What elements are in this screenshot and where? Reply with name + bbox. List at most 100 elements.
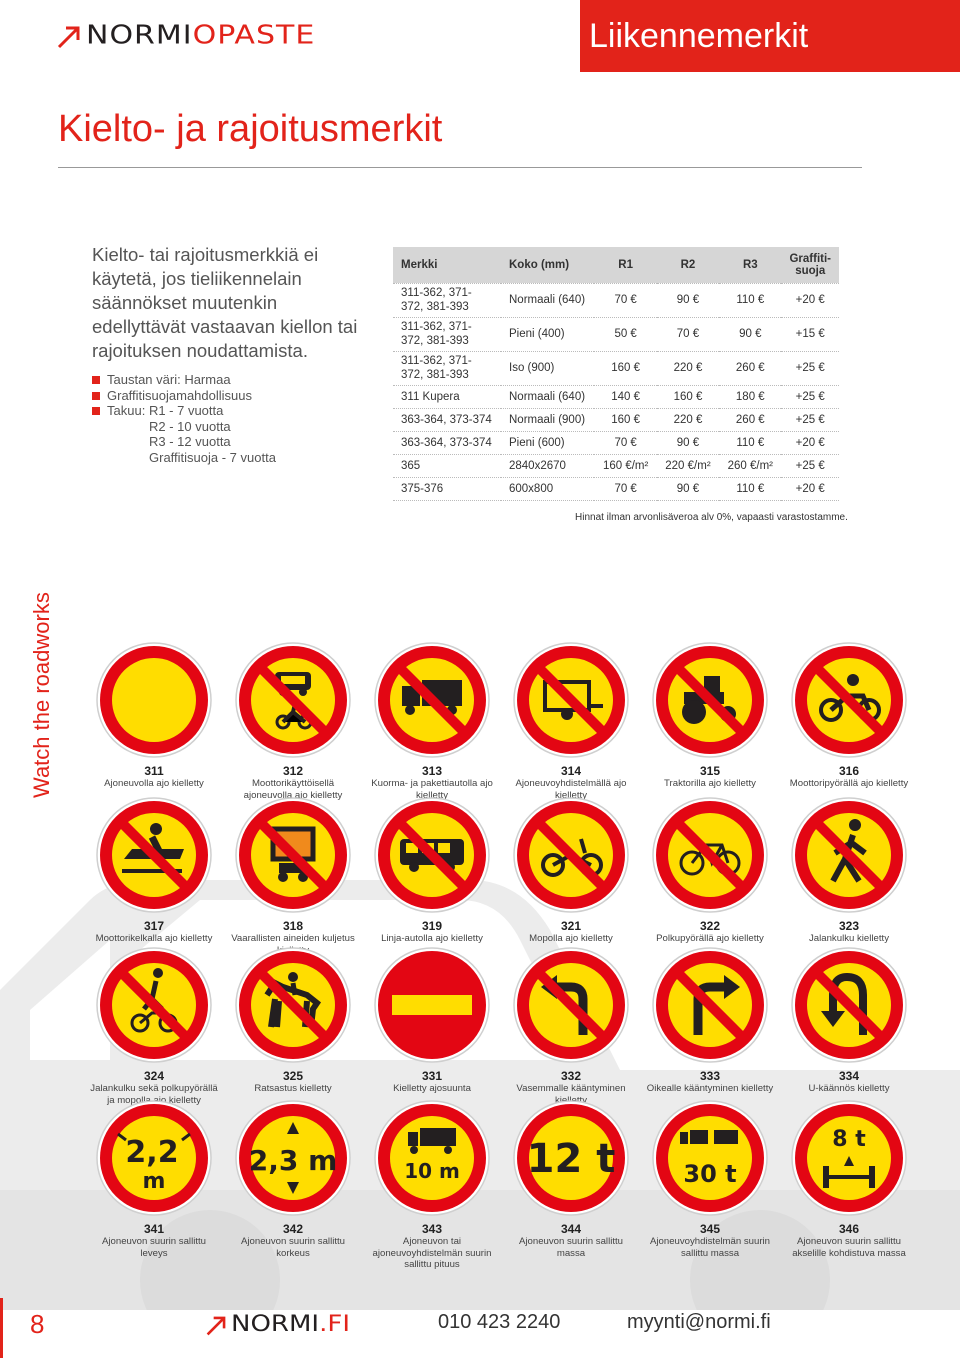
sign-description: Ratsastus kielletty xyxy=(254,1083,332,1094)
sign-card-322: 322 Polkupyörällä ajo kielletty xyxy=(640,795,780,945)
sign-description: Ajoneuvon suurin sallittu leveys xyxy=(102,1236,206,1259)
table-cell: 160 €/m² xyxy=(594,453,657,478)
logo-word-dark: NORMI xyxy=(231,1311,320,1337)
table-header-row: Merkki Koko (mm) R1 R2 R3 Graffiti-suoja xyxy=(393,247,839,283)
svg-text:2,3 m: 2,3 m xyxy=(249,1144,338,1177)
sign-card-332: 332 Vasemmalle kääntyminen kielletty xyxy=(501,945,641,1106)
no-entry-icon xyxy=(374,947,490,1063)
section-label: Liikennemerkit xyxy=(580,0,960,72)
tractor-icon xyxy=(652,642,768,758)
email-link[interactable]: myynti@normi.fi xyxy=(627,1311,771,1333)
sign-card-314: 314 Ajoneuvoyhdistelmällä ajo kielletty xyxy=(501,640,641,801)
table-cell: 600x800 xyxy=(501,476,595,501)
sign-card-343: 10 m 343 Ajoneuvon tai ajoneuvoyhdistelmän… xyxy=(362,1098,502,1271)
axle-mass-limit-icon: 8 t xyxy=(791,1100,907,1216)
sign-description: U-käännös kielletty xyxy=(808,1083,890,1094)
sign-description: Kielletty ajosuunta xyxy=(393,1083,471,1094)
price-note: Hinnat ilman arvonlisäveroa alv 0%, vapa… xyxy=(575,512,848,523)
sign-description: Moottorikelkalla ajo kielletty xyxy=(95,933,213,944)
logo-arrow-icon xyxy=(206,1316,226,1336)
table-row: 363-364, 373-374 Pieni (600) 70 €90 €110 €… xyxy=(393,430,839,455)
sign-card-313: 313 Kuorma- ja pakettiautolla ajo kiellet… xyxy=(362,640,502,801)
table-cell: 220 € xyxy=(656,407,720,432)
title-divider xyxy=(58,167,862,168)
sign-description: Jalankulku kielletty xyxy=(809,933,889,944)
sign-card-312: 312 Moottorikäyttöisellä ajoneuvolla ajo … xyxy=(223,640,363,801)
table-cell: 90 € xyxy=(656,430,720,455)
table-cell: 90 € xyxy=(719,316,782,352)
sign-description: Ajoneuvon suurin sallittu korkeus xyxy=(241,1236,345,1259)
bullet-square-icon xyxy=(92,376,100,384)
svg-text:12 t: 12 t xyxy=(527,1136,616,1182)
sign-description: Mopolla ajo kielletty xyxy=(529,933,613,944)
svg-text:30 t: 30 t xyxy=(683,1160,736,1188)
table-cell: 311-362, 371-372, 381-393 xyxy=(393,350,501,386)
table-cell: +20 € xyxy=(781,476,839,501)
no-vehicles-icon xyxy=(96,642,212,758)
sign-number: 321 xyxy=(560,919,582,933)
normiopaste-logo[interactable]: NORMI OPASTE xyxy=(56,18,315,52)
pedestrian-bicycle-icon xyxy=(96,947,212,1063)
list-item: R3 - 12 vuotta xyxy=(149,434,231,449)
table-cell: Normaali (640) xyxy=(501,282,595,318)
table-cell: +25 € xyxy=(781,407,839,432)
sign-description: Vasemmalle kääntyminen kielletty xyxy=(516,1083,626,1106)
truck-icon xyxy=(374,642,490,758)
svg-text:8 t: 8 t xyxy=(832,1127,866,1152)
logo-arrow-icon xyxy=(57,26,80,49)
sign-number: 312 xyxy=(282,764,304,778)
page-number: 8 xyxy=(30,1309,45,1339)
sign-description: Ajoneuvoyhdistelmän suurin sallittu mass… xyxy=(650,1236,770,1259)
sign-description: Linja-autolla ajo kielletty xyxy=(381,933,483,944)
sign-description: Moottorikäyttöisellä ajoneuvolla ajo kie… xyxy=(243,778,343,801)
sign-card-346: 8 t 346 Ajoneuvon suurin sallittu akselill… xyxy=(779,1098,919,1259)
sign-number: 333 xyxy=(699,1069,721,1083)
sign-number: 334 xyxy=(838,1069,860,1083)
sign-card-344: 12 t 344 Ajoneuvon suurin sallittu massa xyxy=(501,1098,641,1259)
sign-card-321: 321 Mopolla ajo kielletty xyxy=(501,795,641,945)
sign-number: 325 xyxy=(282,1069,304,1083)
table-cell: 70 € xyxy=(656,316,720,352)
table-cell: 70 € xyxy=(594,430,657,455)
table-cell: 311 Kupera xyxy=(393,384,501,409)
snowmobile-icon xyxy=(96,797,212,913)
table-cell: Normaali (640) xyxy=(501,384,595,409)
table-row: 365 2840x2670 160 €/m² 220 €/m² 260 €/m² +25 … xyxy=(393,453,839,478)
normi-fi-logo[interactable]: NORMI .FI xyxy=(205,1309,350,1339)
sign-description: Moottoripyörällä ajo kielletty xyxy=(789,778,909,789)
table-cell: Pieni (400) xyxy=(501,316,595,352)
col-header: R3 xyxy=(719,247,782,283)
bullet-square-icon xyxy=(92,391,100,400)
table-row: 311-362, 371-372, 381-393 Pieni (400) 50 €… xyxy=(393,316,839,352)
sign-number: 331 xyxy=(421,1069,443,1083)
sign-card-331: 331 Kielletty ajosuunta xyxy=(362,945,502,1095)
bus-icon xyxy=(374,797,490,913)
sign-card-325: 325 Ratsastus kielletty xyxy=(223,945,363,1095)
dangerous-goods-icon xyxy=(235,797,351,913)
sign-number: 319 xyxy=(421,919,443,933)
sign-card-333: 333 Oikealle kääntyminen kielletty xyxy=(640,945,780,1095)
mass-limit-icon: 12 t xyxy=(513,1100,629,1216)
table-row: 363-364, 373-374 Normaali (900) 160 €220 €… xyxy=(393,407,839,432)
table-cell: 180 € xyxy=(719,384,782,409)
car-moped-icon xyxy=(235,642,351,758)
sign-card-342: 2,3 m 342 Ajoneuvon suurin sallittu korkeu… xyxy=(223,1098,363,1259)
table-cell: 110 € xyxy=(719,476,782,501)
table-row: 311-362, 371-372, 381-393 Normaali (640) 7… xyxy=(393,282,839,318)
table-cell: 220 € xyxy=(656,350,720,386)
table-cell: 260 € xyxy=(719,350,782,386)
sign-number: 324 xyxy=(143,1069,165,1083)
table-cell: 90 € xyxy=(656,476,720,501)
intro-text: Kielto- tai rajoitusmerkkiä ei käytetä, … xyxy=(92,244,358,361)
logo-word-red: OPASTE xyxy=(192,20,316,50)
table-cell: 2840x2670 xyxy=(501,453,595,478)
list-item: Takuu: R1 - 7 vuotta xyxy=(92,403,276,419)
width-limit-icon: 2,2m xyxy=(96,1100,212,1216)
height-limit-icon: 2,3 m xyxy=(235,1100,351,1216)
sign-card-324: 324 Jalankulku sekä polkupyörällä ja mopo… xyxy=(84,945,224,1106)
list-item: Taustan väri: Harmaa xyxy=(92,372,276,388)
table-cell: 311-362, 371-372, 381-393 xyxy=(393,316,501,352)
phone-number[interactable]: 010 423 2240 xyxy=(438,1311,561,1333)
sign-number: 315 xyxy=(699,764,721,778)
